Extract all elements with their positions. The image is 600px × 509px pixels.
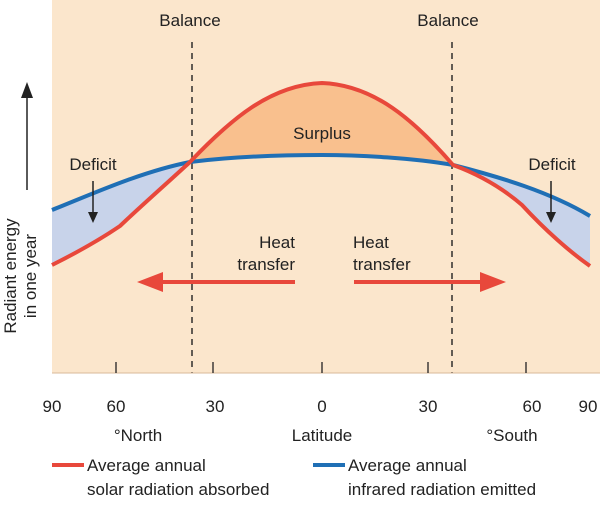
y-axis-arrow xyxy=(21,82,33,190)
heat-transfer-label-left-2: transfer xyxy=(237,255,295,274)
balance-label-left: Balance xyxy=(159,11,220,30)
legend-infrared-label-2: infrared radiation emitted xyxy=(348,480,536,499)
heat-transfer-arrow-left xyxy=(137,272,295,292)
x-axis-south-label: °South xyxy=(486,426,537,445)
x-tick-label: 60 xyxy=(523,397,542,416)
heat-transfer-label-right-1: Heat xyxy=(353,233,389,252)
legend-solar-label-2: solar radiation absorbed xyxy=(87,480,269,499)
heat-transfer-arrow-right xyxy=(354,272,506,292)
x-tick-label: 30 xyxy=(419,397,438,416)
heat-transfer-label-left-1: Heat xyxy=(259,233,295,252)
x-axis-north-label: °North xyxy=(114,426,162,445)
deficit-arrow-left xyxy=(88,181,98,223)
solar-curve xyxy=(51,80,592,268)
deficit-label-left: Deficit xyxy=(69,155,117,174)
deficit-arrow-right xyxy=(546,181,556,223)
x-tick-label: 90 xyxy=(43,397,62,416)
balance-label-right: Balance xyxy=(417,11,478,30)
y-axis-label-line-1: Radiant energy xyxy=(1,218,20,334)
deficit-label-right: Deficit xyxy=(528,155,576,174)
x-axis-title: Latitude xyxy=(292,426,353,445)
y-axis-label-line-2: in one year xyxy=(21,234,40,318)
deficit-region-left xyxy=(52,162,190,265)
surplus-label: Surplus xyxy=(293,124,351,143)
x-tick-label: 0 xyxy=(317,397,326,416)
heat-transfer-label-right-2: transfer xyxy=(353,255,411,274)
x-tick-label: 30 xyxy=(206,397,225,416)
infrared-curve xyxy=(51,152,592,218)
x-axis-ticks xyxy=(115,362,527,373)
x-tick-label: 90 xyxy=(579,397,598,416)
x-tick-label: 60 xyxy=(107,397,126,416)
legend-infrared-label-1: Average annual xyxy=(348,456,467,475)
legend-solar-label-1: Average annual xyxy=(87,456,206,475)
surplus-region xyxy=(190,83,453,165)
